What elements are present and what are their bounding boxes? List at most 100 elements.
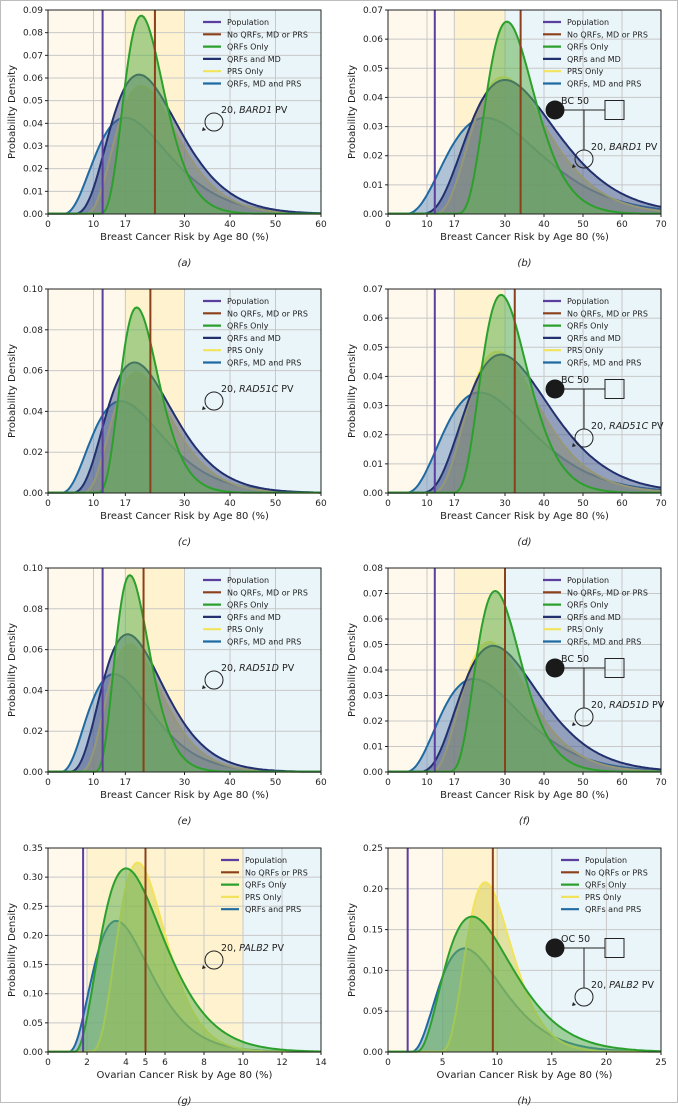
legend-label: No QRFs or PRS [245, 868, 308, 877]
x-tick-label: 4 [123, 1058, 129, 1068]
proband-label: 20, RAD51D PV [221, 663, 295, 674]
y-tick-label: 0.10 [363, 966, 383, 976]
x-tick-label: 5 [440, 1058, 446, 1068]
x-tick-label: 10 [421, 778, 433, 788]
x-tick-label: 17 [120, 499, 131, 509]
x-tick-label: 30 [179, 499, 191, 509]
x-tick-label: 6 [162, 1058, 168, 1068]
y-tick-label: 0.08 [23, 605, 43, 615]
x-axis-label: Breast Cancer Risk by Age 80 (%) [440, 232, 609, 243]
plot-area-border [47, 847, 322, 1053]
father-symbol [604, 379, 625, 399]
chart-panel-d: 0 10 17 30 40 50 60 70 0.00 0.01 0.02 0.03 0.04 0.05 0… [340, 279, 678, 558]
x-tick-label: 10 [237, 1058, 249, 1068]
x-tick-label: 10 [491, 1058, 503, 1068]
chart-svg-d: 0 10 17 30 40 50 60 70 0.00 0.01 0.02 0.03 0.04 0.05 0… [347, 285, 667, 548]
pedigree-diagram: BC 50 20, BARD1 PV [545, 96, 658, 169]
series-area-qrfs-only [388, 294, 661, 493]
y-tick-label: 0.08 [23, 326, 43, 336]
y-tick-label: 0.02 [23, 448, 43, 458]
x-tick-label: 50 [577, 220, 589, 230]
legend-label: Population [227, 576, 269, 585]
affected-mother-symbol [545, 938, 565, 958]
y-tick-label: 0.08 [23, 29, 43, 39]
legend-label: QRFs and PRS [585, 905, 641, 914]
legend-label: Population [227, 18, 269, 27]
y-tick-label: 0.04 [23, 119, 43, 129]
x-tick-label: 40 [538, 778, 550, 788]
proband-symbol [574, 428, 594, 448]
proband-arrow-icon [202, 685, 206, 689]
y-tick-label: 0.02 [23, 165, 43, 175]
x-tick-label: 40 [538, 499, 550, 509]
y-axis-label: Probability Density [347, 344, 358, 438]
series-line-qrfs-md [48, 73, 321, 215]
proband-arrow-icon [202, 406, 206, 410]
proband-label: 20, PALB2 PV [221, 943, 284, 954]
proband-arrow-icon [572, 443, 576, 447]
legend-label: QRFs Only [567, 601, 609, 610]
x-tick-label: 0 [45, 220, 51, 230]
y-tick-label: 0.20 [363, 885, 383, 895]
x-axis-label: Breast Cancer Risk by Age 80 (%) [440, 511, 609, 522]
legend: Population No QRFs or PRS QRFs Only PRS Onl… [561, 856, 648, 914]
x-tick-label: 50 [577, 499, 589, 509]
chart-svg-f: 0 10 17 30 40 50 60 70 0.00 0.01 0.02 0.03 0.04 0.05 0… [347, 564, 667, 827]
affected-mother-symbol [545, 379, 565, 399]
legend-label: No QRFs, MD or PRS [227, 588, 308, 597]
x-tick-label: 60 [616, 220, 628, 230]
y-tick-label: 0.06 [23, 74, 43, 84]
panel-caption: (d) [517, 537, 531, 548]
x-tick-label: 50 [270, 778, 282, 788]
x-tick-label: 40 [224, 499, 236, 509]
legend-label: Population [567, 18, 609, 27]
pedigree-diagram: OC 50 20, PALB2 PV [545, 934, 654, 1007]
legend-label: QRFs and PRS [245, 905, 301, 914]
y-tick-label: 0.04 [23, 686, 43, 696]
y-tick-label: 0.01 [363, 460, 383, 470]
legend-label: QRFs and MD [227, 613, 281, 622]
plot-area-border [387, 288, 662, 494]
x-tick-label: 0 [45, 778, 51, 788]
x-tick-label: 0 [45, 499, 51, 509]
legend: Population No QRFs, MD or PRS QRFs Only QRF… [203, 297, 308, 368]
x-tick-label: 70 [655, 778, 667, 788]
x-axis-label: Breast Cancer Risk by Age 80 (%) [440, 790, 609, 801]
x-tick-label: 17 [449, 778, 460, 788]
legend-label: QRFs and MD [227, 334, 281, 343]
chart-svg-c: 0 10 17 30 40 50 60 0.00 0.02 0.04 0.06 0.08 0.10 Bre… [7, 285, 327, 548]
legend-label: No QRFs, MD or PRS [567, 309, 648, 318]
chart-panel-f: 0 10 17 30 40 50 60 70 0.00 0.01 0.02 0.03 0.04 0.05 0… [340, 558, 678, 837]
legend-label: PRS Only [567, 346, 604, 355]
pedigree-diagram: BC 50 20, RAD51C PV [545, 375, 664, 448]
x-tick-label: 40 [224, 220, 236, 230]
panel-caption: (f) [519, 816, 530, 827]
y-tick-label: 0.09 [23, 6, 43, 16]
x-tick-label: 8 [201, 1058, 207, 1068]
y-tick-label: 0.07 [363, 6, 383, 16]
father-symbol [604, 100, 625, 120]
y-tick-label: 0.10 [23, 285, 43, 295]
y-tick-label: 0.00 [363, 210, 383, 220]
y-tick-label: 0.20 [23, 931, 43, 941]
y-tick-label: 0.02 [363, 152, 383, 162]
legend-label: Population [567, 576, 609, 585]
legend-label: PRS Only [245, 893, 282, 902]
x-tick-label: 40 [538, 220, 550, 230]
legend-label: QRFs, MD and PRS [227, 80, 301, 89]
y-tick-label: 0.07 [363, 590, 383, 600]
y-tick-label: 0.01 [23, 187, 43, 197]
panel-caption: (e) [178, 816, 192, 827]
legend-label: No QRFs, MD or PRS [227, 30, 308, 39]
y-tick-label: 0.00 [23, 1048, 43, 1058]
proband-symbol [204, 112, 224, 132]
proband-symbol [204, 391, 224, 411]
proband-label: 20, BARD1 PV [221, 105, 288, 116]
x-tick-label: 25 [655, 1058, 666, 1068]
series-line-qrfs-md [48, 361, 321, 494]
relative-label: BC 50 [561, 654, 589, 665]
chart-svg-g: 0 2 4 5 6 8 10 12 14 0.00 0.05 0.10 0.15 0.20 0.25 0.30… [7, 844, 327, 1107]
x-tick-label: 0 [385, 220, 391, 230]
x-tick-label: 0 [385, 1058, 391, 1068]
y-tick-label: 0.00 [23, 489, 43, 499]
